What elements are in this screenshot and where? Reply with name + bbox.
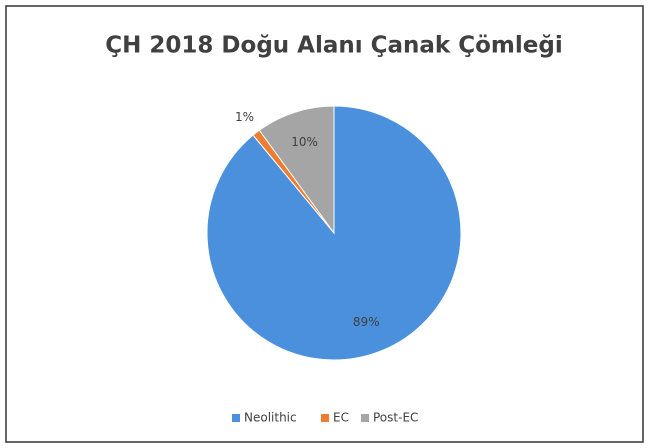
data-label: 10% [291,135,318,149]
data-label: 1% [235,110,254,124]
pie-slice [258,105,335,235]
legend-swatch [361,414,369,422]
legend-label: EC [333,411,349,425]
legend-swatch [321,414,329,422]
chart-title: ÇH 2018 Doğu Alanı Çanak Çömleği [105,33,562,59]
legend-swatch [232,414,240,422]
legend-label: Neolithic [244,411,297,425]
data-label: 89% [353,315,380,329]
legend-label: Post-EC [373,411,418,425]
